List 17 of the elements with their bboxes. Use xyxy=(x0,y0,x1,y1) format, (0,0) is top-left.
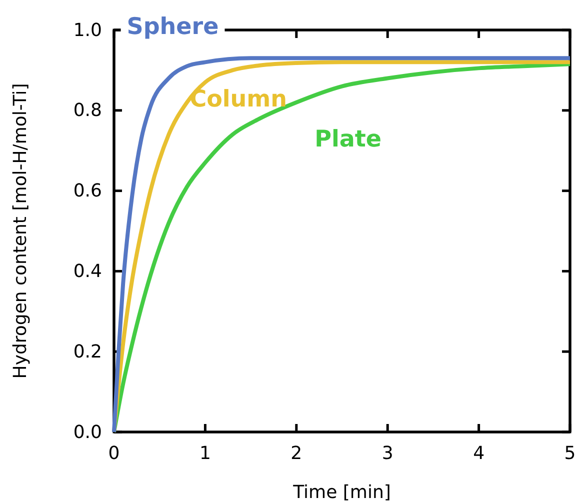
y-tick-label: 0.2 xyxy=(73,341,102,362)
x-tick-label: 0 xyxy=(108,442,120,464)
y-tick-label: 0.4 xyxy=(73,260,102,282)
x-tick-label: 4 xyxy=(473,442,485,464)
series-label: Plate xyxy=(314,126,382,153)
y-tick-label: 0.6 xyxy=(73,180,102,202)
series-label: Sphere xyxy=(126,14,219,40)
x-tick-label: 2 xyxy=(290,442,302,464)
series-label: Column xyxy=(190,86,287,112)
y-tick-label: 0.8 xyxy=(73,100,102,122)
x-axis-title: Time [min] xyxy=(292,482,391,503)
y-axis-title: Hydrogen content [mol-H/mol-Ti] xyxy=(10,83,31,379)
x-tick-label: 3 xyxy=(382,442,394,464)
y-tick-label: 1.0 xyxy=(73,20,102,41)
x-tick-label: 1 xyxy=(199,442,211,464)
x-tick-label: 5 xyxy=(564,442,576,464)
y-tick-label: 0.0 xyxy=(73,422,102,443)
